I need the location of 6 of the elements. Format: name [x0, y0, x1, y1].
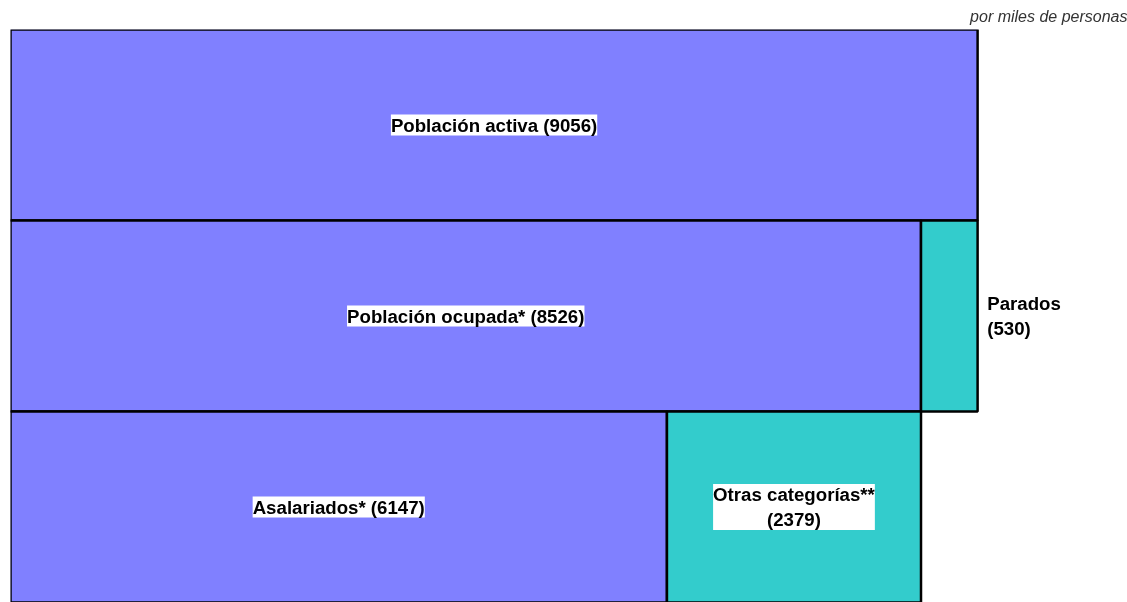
- data-label: Otras categorías** (2379): [713, 483, 876, 531]
- data-label: Parados (530): [987, 292, 1061, 340]
- data-label: Población activa (9056): [390, 114, 598, 136]
- data-label: Población ocupada* (8526): [347, 305, 585, 327]
- text: por miles de personas: [969, 7, 1127, 25]
- data-label: Asalariados* (6147): [252, 496, 425, 518]
